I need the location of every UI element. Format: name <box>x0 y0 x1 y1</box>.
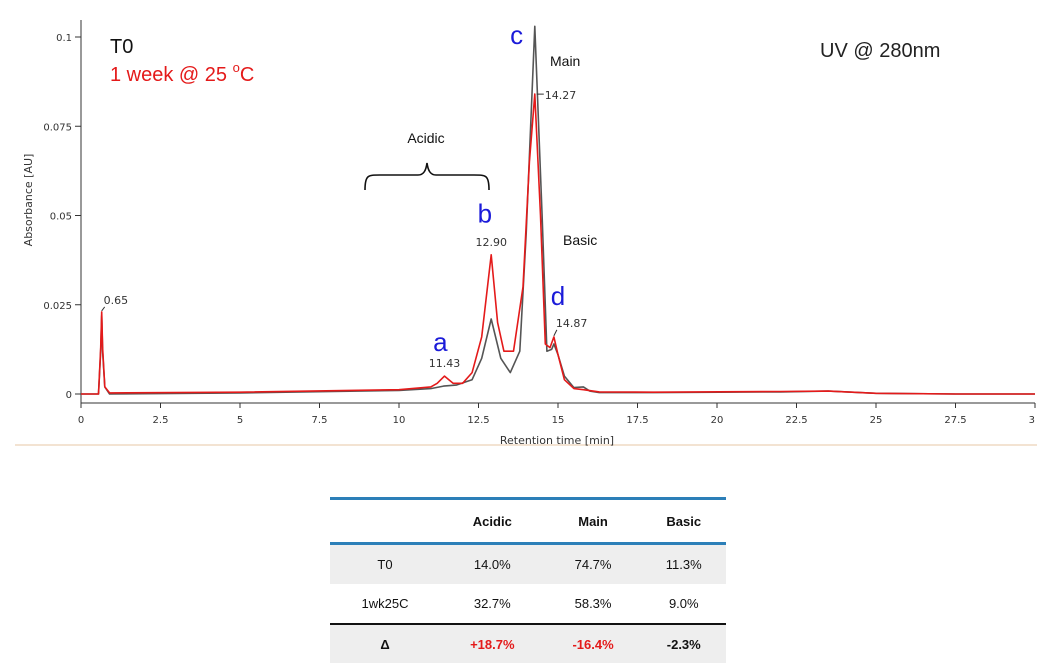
series-line-1wk25c <box>81 93 1035 395</box>
legend-t0: T0 <box>110 36 133 58</box>
cell-basic: 11.3% <box>641 543 726 584</box>
uv-label: UV @ 280nm <box>820 40 940 62</box>
x-tick-label: 12.5 <box>467 415 489 426</box>
cell-acidic: 32.7% <box>473 596 511 611</box>
table-row-1wk25c: 1wk25C 32.7% 58.3% 9.0% <box>330 584 726 624</box>
peak-letter-a: a <box>433 327 448 357</box>
peak-label: 0.65 <box>104 294 129 307</box>
x-tick-label: 0 <box>78 415 84 426</box>
y-tick-label: 0 <box>66 390 72 401</box>
row-label: 1wk25C <box>361 596 409 611</box>
legend-1wk-suffix: C <box>240 64 254 86</box>
delta-basic: -2.3% <box>641 623 726 663</box>
axes: 0 2.5 5 7.5 10 12.5 15 17.5 20 22.5 25 27.5 3 0 0.025 0… <box>43 20 1036 426</box>
delta-acidic: +18.7% <box>440 623 545 663</box>
y-axis-title: Absorbance [AU] <box>22 154 35 247</box>
x-tick-label: 25 <box>870 415 883 426</box>
table-row-t0: T0 14.0% 74.7% 11.3% <box>330 543 726 584</box>
delta-label: Δ <box>330 623 440 663</box>
legend-1wk-degree: o <box>233 60 240 75</box>
main-label: Main <box>550 53 580 69</box>
peak-label: 11.43 <box>429 357 461 370</box>
cell-main: 74.7% <box>544 543 642 584</box>
y-tick-label: 0.1 <box>56 33 72 44</box>
series-layer <box>81 25 1035 395</box>
legend-1wk-prefix: 1 week @ 25 <box>110 64 233 86</box>
table-header-basic: Basic <box>641 498 726 545</box>
peak-letter-b: b <box>478 199 492 229</box>
peak-label: 14.87 <box>556 317 588 330</box>
table-header-row: Acidic Main Basic <box>330 498 726 545</box>
x-tick-label: 3 <box>1029 415 1035 426</box>
x-tick-label: 5 <box>237 415 243 426</box>
y-tick-label: 0.025 <box>43 301 72 312</box>
peak-letter-d: d <box>551 281 565 311</box>
peak-leader <box>101 306 106 312</box>
x-tick-label: 17.5 <box>626 415 648 426</box>
chromatogram-svg: 0 2.5 5 7.5 10 12.5 15 17.5 20 22.5 25 27.5 3 0 0.025 0… <box>15 20 1037 447</box>
table-header-acidic: Acidic <box>440 498 545 545</box>
x-tick-label: 22.5 <box>785 415 807 426</box>
x-tick-label: 20 <box>711 415 724 426</box>
peak-letter-c: c <box>510 20 523 50</box>
x-tick-label: 7.5 <box>312 415 328 426</box>
cell-acidic: 14.0% <box>440 543 545 584</box>
row-label: T0 <box>330 543 440 584</box>
x-tick-label: 15 <box>552 415 565 426</box>
acidic-label: Acidic <box>407 130 444 146</box>
table-row-delta: Δ +18.7% -16.4% -2.3% <box>330 623 726 663</box>
x-axis-title: Retention time [min] <box>500 434 614 447</box>
x-tick-label: 10 <box>393 415 406 426</box>
acidic-brace <box>364 162 490 191</box>
table-header-main: Main <box>544 498 642 545</box>
basic-label: Basic <box>563 232 597 248</box>
charge-variant-table: Acidic Main Basic T0 14.0% 74.7% 11.3% 1… <box>330 497 726 663</box>
peak-leader <box>553 329 558 337</box>
table-header-empty <box>330 498 440 545</box>
legend-1wk: 1 week @ 25 oC <box>110 60 254 86</box>
delta-main: -16.4% <box>544 623 642 663</box>
chromatogram-chart: 0 2.5 5 7.5 10 12.5 15 17.5 20 22.5 25 27.5 3 0 0.025 0… <box>15 20 1037 447</box>
peak-label: 14.27 <box>545 89 577 102</box>
x-tick-label: 27.5 <box>944 415 966 426</box>
x-tick-label: 2.5 <box>153 415 169 426</box>
y-tick-label: 0.05 <box>50 212 72 223</box>
y-tick-label: 0.075 <box>43 122 72 133</box>
labels-layer: Retention time [min] Absorbance [AU] T0 … <box>22 20 940 447</box>
peak-label: 12.90 <box>475 236 507 249</box>
cell-main: 58.3% <box>574 596 612 611</box>
cell-basic: 9.0% <box>668 596 699 611</box>
